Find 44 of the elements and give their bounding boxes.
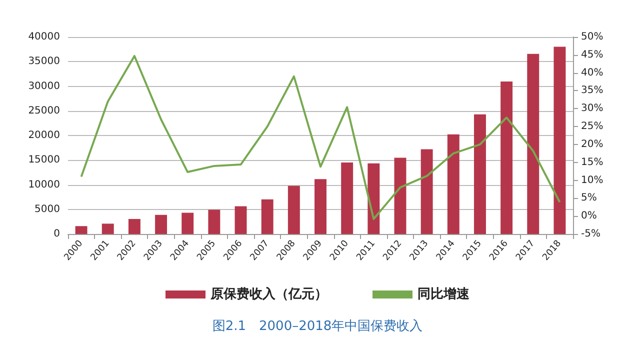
y2-tick-label: 25% xyxy=(581,121,604,132)
bar xyxy=(394,158,406,234)
bar xyxy=(261,199,274,234)
y-tick-label: 20000 xyxy=(28,130,60,141)
y2-tick-label: 20% xyxy=(581,138,604,150)
y2-tick-label: 10% xyxy=(581,174,604,186)
text: 图2.1 2000–2018年中国保费收入 xyxy=(212,319,423,334)
bar xyxy=(102,224,114,234)
bar xyxy=(314,179,326,234)
bar xyxy=(554,46,566,234)
bar xyxy=(234,206,247,234)
y-tick-label: 35000 xyxy=(28,56,60,68)
y2-tick-label: 50% xyxy=(581,32,604,42)
bar xyxy=(341,162,354,234)
y-tick-label: 10000 xyxy=(28,179,60,190)
bar xyxy=(500,82,513,234)
bar xyxy=(447,134,460,234)
bar xyxy=(155,214,168,234)
y-tick-label: 5000 xyxy=(34,204,60,215)
y-tick-label: 40000 xyxy=(28,32,60,42)
y2-tick-label: 0% xyxy=(581,210,597,222)
bar xyxy=(208,210,220,234)
y2-tick-label: 5% xyxy=(581,192,597,204)
bar xyxy=(527,54,540,234)
y2-tick-label: 30% xyxy=(581,103,604,114)
bar xyxy=(75,226,88,234)
y2-tick-label: 15% xyxy=(581,156,604,168)
legend-label: 原保费收入（亿元） xyxy=(210,286,328,302)
bar xyxy=(474,114,486,234)
bar xyxy=(128,218,140,234)
line-series xyxy=(80,54,561,220)
y-tick-label: 15000 xyxy=(28,154,60,166)
bar xyxy=(420,149,433,234)
bar xyxy=(288,186,300,234)
y2-tick-label: -5% xyxy=(581,228,600,240)
y-tick-label: 25000 xyxy=(28,105,60,116)
y-tick-label: 30000 xyxy=(28,80,60,92)
y2-tick-label: 35% xyxy=(581,85,604,96)
bar xyxy=(182,212,194,234)
y2-tick-label: 45% xyxy=(581,49,604,60)
y2-tick-label: 40% xyxy=(581,67,604,78)
legend-label: 同比增速 xyxy=(418,287,470,302)
bar xyxy=(368,163,380,234)
y-tick-label: 0 xyxy=(54,228,60,240)
